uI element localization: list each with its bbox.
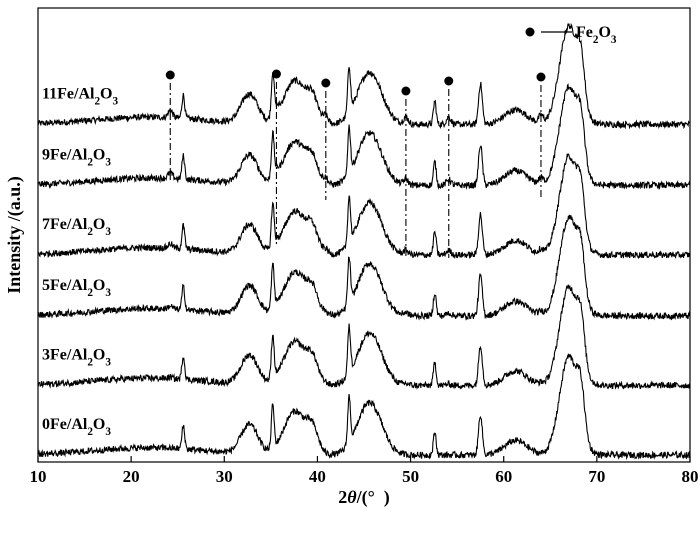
series-line-2 xyxy=(37,153,691,260)
series-label-4: 3Fe/Al2O3 xyxy=(42,346,111,368)
marker-dot-5 xyxy=(536,72,546,82)
marker-dot-4 xyxy=(444,76,454,86)
series-line-3 xyxy=(37,214,691,321)
x-tick-label-50: 50 xyxy=(402,467,419,486)
series-label-3: 5Fe/Al2O3 xyxy=(42,277,111,299)
series-label-0: 11Fe/Al2O3 xyxy=(42,85,118,107)
x-axis-ticks: 10 20 30 40 50 60 70 80 xyxy=(30,456,699,486)
marker-dot-2 xyxy=(321,78,331,88)
x-tick-label-60: 60 xyxy=(495,467,512,486)
legend-marker xyxy=(525,27,535,37)
marker-dot-3 xyxy=(401,86,411,96)
x-tick-label-70: 70 xyxy=(588,467,605,486)
legend-label: Fe2O3 xyxy=(576,24,617,46)
x-tick-label-20: 20 xyxy=(123,467,140,486)
series-line-0 xyxy=(37,22,691,130)
fe2o3-marker-lines xyxy=(165,69,546,258)
series-line-4 xyxy=(37,284,691,390)
marker-dot-1 xyxy=(271,69,281,79)
series-line-1 xyxy=(37,83,691,191)
series-label-1: 9Fe/Al2O3 xyxy=(42,146,111,168)
marker-dot-0 xyxy=(165,70,175,80)
y-axis-label: Intensity /(a.u.) xyxy=(4,176,25,294)
series-lines xyxy=(37,22,691,461)
series-line-5 xyxy=(37,353,691,461)
plot-frame xyxy=(37,7,691,463)
x-tick-label-40: 40 xyxy=(309,467,326,486)
x-axis-label: 2θ/(° ) xyxy=(338,487,390,508)
series-labels: 11Fe/Al2O3 9Fe/Al2O3 7Fe/Al2O3 5Fe/Al2O3 3Fe… xyxy=(42,85,118,438)
x-tick-label-10: 10 xyxy=(30,467,47,486)
series-label-2: 7Fe/Al2O3 xyxy=(42,216,111,238)
legend: Fe2O3 xyxy=(525,24,617,46)
x-tick-label-80: 80 xyxy=(682,467,699,486)
series-label-5: 0Fe/Al2O3 xyxy=(42,416,111,438)
x-tick-label-30: 30 xyxy=(216,467,233,486)
